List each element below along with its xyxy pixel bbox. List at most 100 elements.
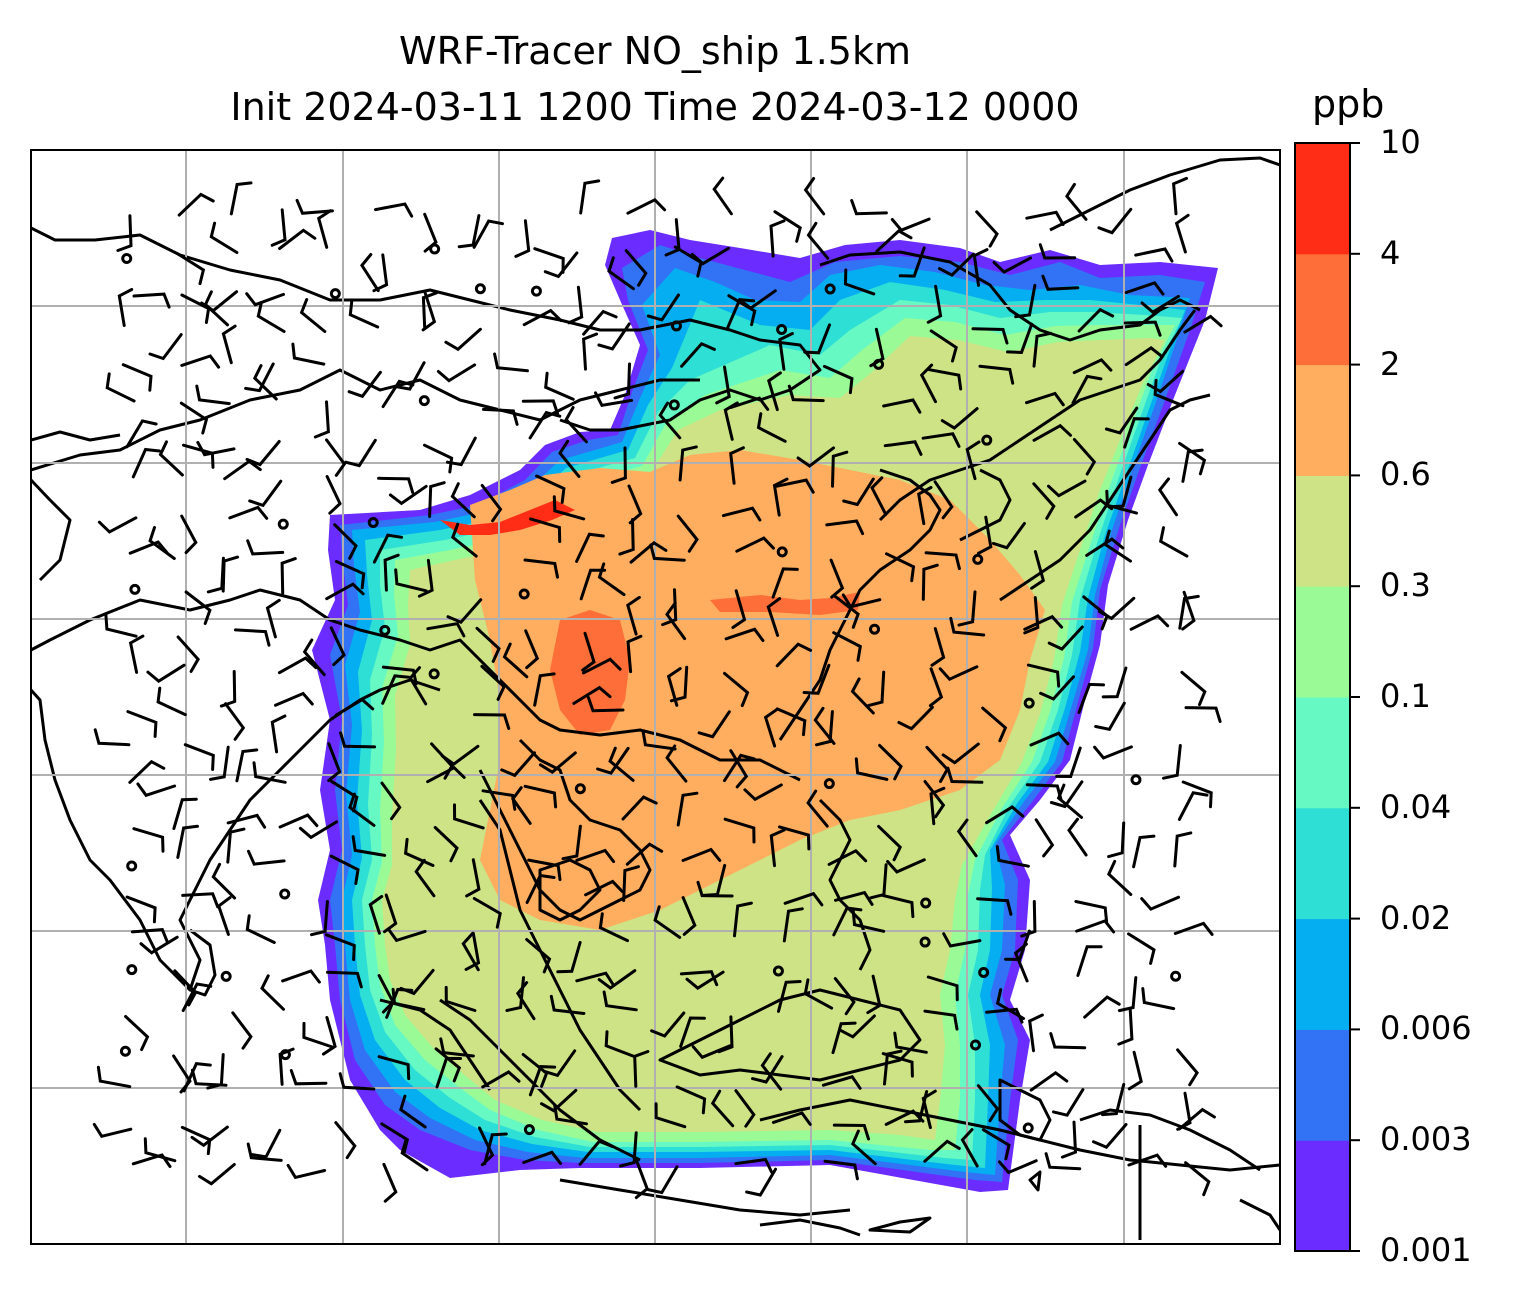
wind-barb xyxy=(1140,294,1180,314)
wind-barb xyxy=(549,994,586,1015)
wind-barb xyxy=(676,514,699,553)
wind-barb xyxy=(226,813,267,829)
wind-barb xyxy=(1097,596,1136,621)
wind-barb xyxy=(624,249,648,287)
wind-barb xyxy=(976,515,993,555)
wind-barb xyxy=(493,352,529,373)
wind-barb xyxy=(971,327,1009,345)
wind-barb xyxy=(597,322,631,351)
wind-barb xyxy=(665,744,688,783)
wind-barb xyxy=(278,1047,295,1086)
wind-barb xyxy=(280,557,297,595)
wind-barb xyxy=(180,514,198,555)
wind-barb xyxy=(618,518,635,556)
wind-barb xyxy=(482,407,519,426)
calm-wind-marker xyxy=(220,970,232,982)
wind-barb xyxy=(833,977,856,1016)
wind-barb xyxy=(650,1011,686,1038)
wind-barb xyxy=(938,252,975,277)
calm-wind-marker xyxy=(920,897,932,909)
wind-barb xyxy=(1153,378,1185,408)
field-layer-darkorange xyxy=(550,610,630,735)
wind-barb xyxy=(924,551,961,571)
wind-barb xyxy=(278,228,317,250)
wind-barb xyxy=(1132,834,1156,869)
wind-barb xyxy=(597,562,626,597)
wind-barb xyxy=(121,363,153,392)
wind-barb xyxy=(125,419,158,449)
wind-barb xyxy=(1097,207,1133,235)
wind-barb xyxy=(633,1050,650,1088)
wind-barb xyxy=(775,642,813,668)
wind-barb xyxy=(444,327,482,352)
wind-barb xyxy=(760,1052,783,1091)
wind-barb xyxy=(724,627,765,642)
wind-barb xyxy=(796,446,835,468)
wind-barb xyxy=(423,443,454,474)
wind-barb xyxy=(461,931,480,972)
wind-barb xyxy=(128,634,145,674)
wind-barb xyxy=(923,780,946,819)
wind-barb xyxy=(775,478,815,494)
field-layer-red xyxy=(440,500,575,535)
wind-barb xyxy=(1184,706,1222,723)
wind-barb xyxy=(252,364,278,401)
wind-barb xyxy=(1178,1107,1216,1131)
wind-barb xyxy=(525,873,556,904)
calm-wind-marker xyxy=(873,358,885,370)
wind-barb xyxy=(995,845,1030,868)
wind-barb xyxy=(787,384,825,403)
wind-barb xyxy=(579,568,607,601)
wind-barb xyxy=(883,440,923,456)
wind-barb xyxy=(464,931,481,971)
wind-barb xyxy=(543,251,579,279)
wind-barb xyxy=(377,1055,411,1081)
wind-barb xyxy=(985,805,1025,825)
wind-barb xyxy=(1124,281,1165,296)
wind-barb xyxy=(854,757,889,781)
wind-barb xyxy=(1029,1070,1069,1092)
wind-barb xyxy=(723,817,756,844)
wind-barb xyxy=(665,601,687,641)
wind-barb xyxy=(769,219,786,258)
wind-barb xyxy=(1028,1013,1044,1053)
wind-barb xyxy=(391,987,426,1012)
wind-barb xyxy=(829,558,845,599)
calm-wind-marker xyxy=(978,966,990,978)
wind-barb xyxy=(535,474,566,504)
wind-barb xyxy=(198,1163,236,1186)
wind-barb xyxy=(1056,783,1083,819)
wind-barb xyxy=(435,1056,462,1089)
map-title-line2: Init 2024-03-11 1200 Time 2024-03-12 000… xyxy=(230,85,1080,129)
wind-barb xyxy=(552,495,586,521)
calm-wind-marker xyxy=(668,399,680,411)
wind-barb xyxy=(666,667,682,707)
wind-barb xyxy=(196,440,236,457)
wind-barb xyxy=(377,476,415,494)
wind-barb xyxy=(380,781,402,821)
wind-barb xyxy=(626,197,667,215)
wind-barb xyxy=(572,685,612,705)
wind-barb xyxy=(696,880,734,898)
wind-barb xyxy=(731,589,747,629)
wind-barb xyxy=(641,729,677,751)
wind-barb xyxy=(143,1137,177,1163)
wind-barb xyxy=(436,363,477,383)
calm-wind-marker xyxy=(518,588,530,600)
wind-barb xyxy=(473,713,511,730)
colorbar-tick-label: 0.3 xyxy=(1380,566,1431,605)
field-layer-orange xyxy=(470,450,1045,930)
wind-barb xyxy=(386,927,427,943)
wind-barb xyxy=(582,309,618,336)
wind-barb xyxy=(1162,744,1182,780)
wind-barb xyxy=(960,1128,979,1168)
wind-barb xyxy=(697,710,731,739)
wind-barb xyxy=(582,332,599,371)
wind-barb xyxy=(885,552,916,583)
calm-wind-marker xyxy=(869,623,881,635)
wind-barb xyxy=(679,1016,706,1048)
wind-barb xyxy=(245,914,276,944)
wind-barb xyxy=(1032,482,1056,520)
wind-barb xyxy=(388,484,428,506)
wind-barb xyxy=(117,288,134,327)
